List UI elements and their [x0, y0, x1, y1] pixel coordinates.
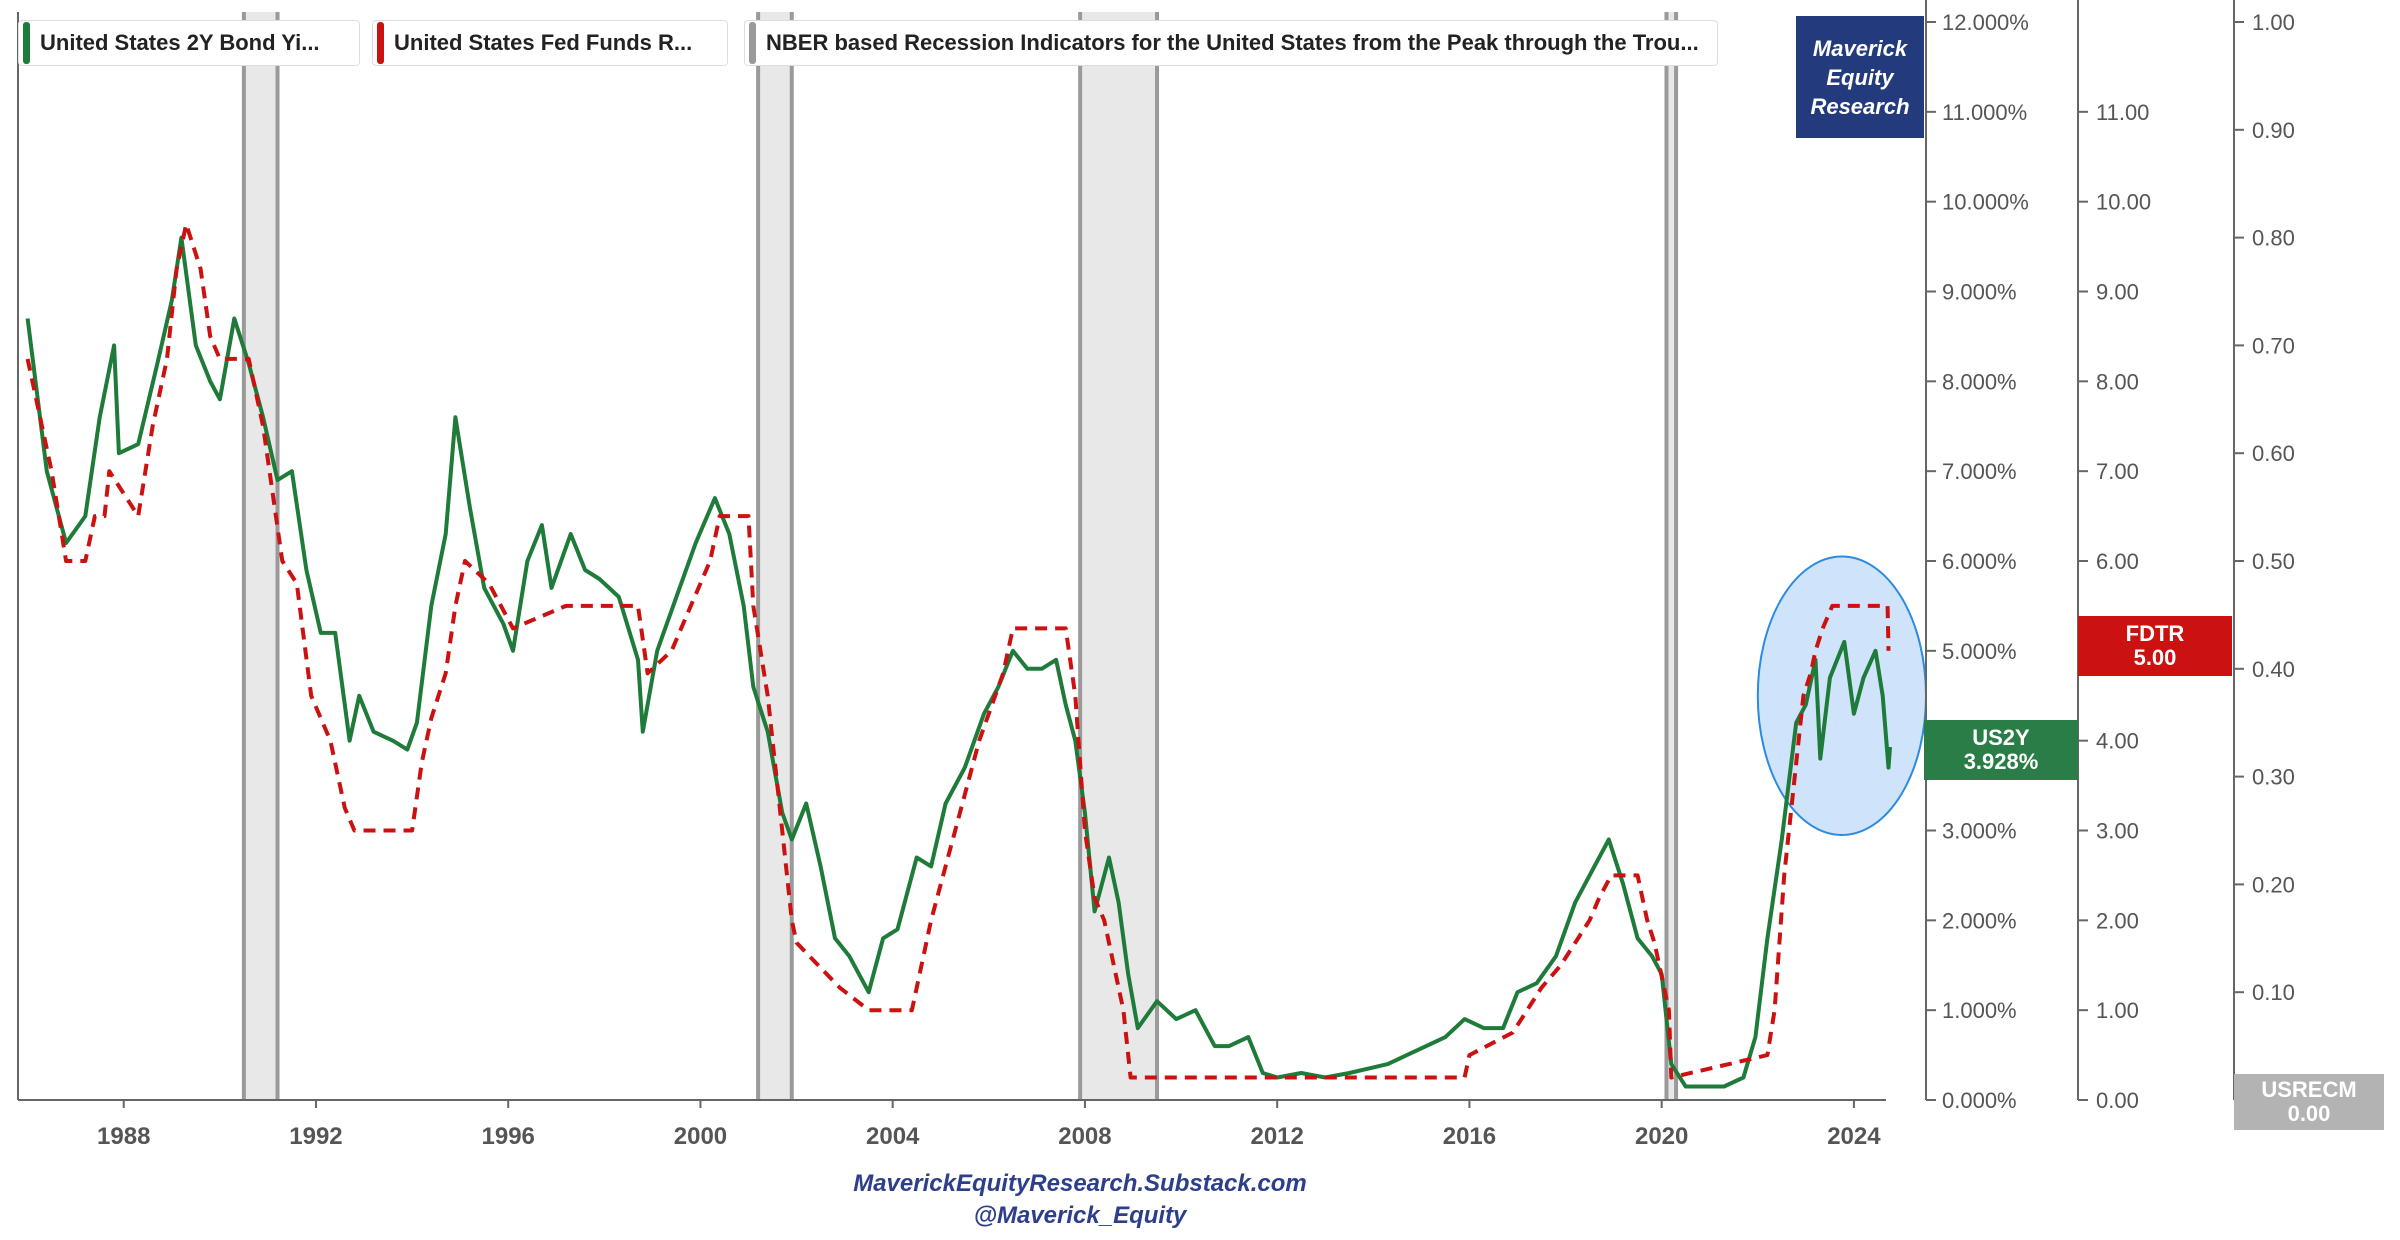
y-left-tick-label-2: 2.000% — [1942, 908, 2017, 933]
footer-handle: @Maverick_Equity — [973, 1202, 1187, 1229]
legend-swatch-recession — [749, 22, 756, 64]
brand-line-2: Equity — [1826, 64, 1894, 90]
x-tick-label-2004: 2004 — [866, 1123, 920, 1150]
x-tick-label-2024: 2024 — [1827, 1123, 1881, 1150]
y-left-tick-label-3: 3.000% — [1942, 819, 2017, 844]
x-tick-label-1996: 1996 — [482, 1123, 535, 1150]
us2y-yield-line — [25, 235, 1892, 1089]
y-right-tick-label-1: 0.10 — [2252, 980, 2295, 1005]
y-mid-tick-label-11: 11.00 — [2096, 100, 2149, 125]
legend-label-2y: United States 2Y Bond Yi... — [40, 30, 320, 55]
y-right-tick-label-7: 0.70 — [2252, 333, 2295, 358]
x-tick-label-2016: 2016 — [1443, 1123, 1496, 1150]
brand-line-1: Maverick — [1812, 35, 1908, 61]
footer-website: MaverickEquityResearch.Substack.com — [853, 1170, 1307, 1197]
x-tick-label-2000: 2000 — [674, 1123, 727, 1150]
us2y-tag-value: 3.928% — [1963, 749, 2039, 774]
y-right-tick-label-4: 0.40 — [2252, 657, 2295, 682]
recession-band-0 — [243, 12, 278, 1100]
y-mid-tick-label-9: 9.00 — [2096, 280, 2139, 305]
y-right-tick-label-8: 0.80 — [2252, 226, 2295, 251]
usrecm-value-tag: USRECM 0.00 — [2234, 1074, 2384, 1130]
recession-band-3 — [1666, 12, 1677, 1100]
brand-line-3: Research — [1810, 93, 1910, 119]
y-left-tick-label-5: 5.000% — [1942, 639, 2017, 664]
y-right-tick-label-3: 0.30 — [2252, 765, 2295, 790]
y-mid-tick-label-0: 0.00 — [2096, 1088, 2139, 1113]
y-left-tick-label-11: 11.000% — [1942, 100, 2027, 125]
legend-item-recession[interactable]: NBER based Recession Indicators for the … — [744, 20, 1718, 66]
x-tick-label-1992: 1992 — [289, 1123, 342, 1150]
y-right-tick-label-6: 0.60 — [2252, 441, 2295, 466]
y-mid-tick-label-3: 3.00 — [2096, 819, 2139, 844]
y-left-tick-label-1: 1.000% — [1942, 998, 2017, 1023]
usrecm-tag-name: USRECM — [2261, 1077, 2357, 1102]
y-mid-tick-label-6: 6.00 — [2096, 549, 2139, 574]
legend-swatch-fed-funds — [377, 22, 384, 64]
y-left-tick-label-8: 8.000% — [1942, 369, 2017, 394]
fdtr-tag-name: FDTR — [2125, 621, 2185, 646]
y-mid-tick-label-7: 7.00 — [2096, 459, 2139, 484]
legend-label-fed-funds: United States Fed Funds R... — [394, 30, 693, 55]
recession-band-2 — [1080, 12, 1158, 1100]
brand-logo: Maverick Equity Research — [1796, 16, 1924, 138]
fdtr-value-tag: FDTR 5.00 — [2078, 616, 2232, 676]
y-left-tick-label-0: 0.000% — [1942, 1088, 2017, 1113]
legend-item-fed-funds[interactable]: United States Fed Funds R... — [372, 20, 728, 66]
recession-bands — [241, 12, 1679, 1100]
axes: 1988 1992 1996 2000 2004 2008 2012 2016 2020 2024… — [17, 0, 2295, 1150]
x-tick-label-2008: 2008 — [1058, 1123, 1111, 1150]
us2y-tag-name: US2Y — [1972, 725, 2030, 750]
recession-band-1 — [758, 12, 792, 1100]
y-left-tick-label-7: 7.000% — [1942, 459, 2017, 484]
series-layer — [25, 222, 1892, 1089]
y-mid-tick-label-1: 1.00 — [2096, 998, 2139, 1023]
legend-item-2y-yield[interactable]: United States 2Y Bond Yi... — [18, 20, 360, 66]
fdtr-tag-value: 5.00 — [2133, 645, 2177, 670]
y-right-tick-label-5: 0.50 — [2252, 549, 2295, 574]
y-mid-tick-label-8: 8.00 — [2096, 369, 2139, 394]
y-mid-tick-label-4: 4.00 — [2096, 729, 2139, 754]
us2y-value-tag: US2Y 3.928% — [1924, 720, 2078, 780]
y-mid-tick-label-2: 2.00 — [2096, 908, 2139, 933]
x-tick-label-2020: 2020 — [1635, 1123, 1688, 1150]
y-mid-tick-label-10: 10.00 — [2096, 190, 2151, 215]
y-right-tick-label-2: 0.20 — [2252, 872, 2295, 897]
fed-funds-rate-line — [25, 222, 1891, 1080]
usrecm-tag-value: 0.00 — [2287, 1101, 2331, 1126]
x-tick-label-2012: 2012 — [1250, 1123, 1303, 1150]
legend-label-recession: NBER based Recession Indicators for the … — [766, 30, 1699, 55]
y-left-tick-label-6: 6.000% — [1942, 549, 2017, 574]
highlight-ellipse-layer — [1756, 555, 1927, 836]
legend-swatch-2y — [23, 22, 30, 64]
y-right-tick-label-9: 0.90 — [2252, 118, 2295, 143]
x-tick-label-1988: 1988 — [97, 1123, 150, 1150]
y-left-tick-label-12: 12.000% — [1942, 10, 2029, 35]
y-right-tick-label-10: 1.00 — [2252, 10, 2295, 35]
y-left-tick-label-9: 9.000% — [1942, 280, 2017, 305]
highlight-ellipse — [1756, 555, 1927, 836]
y-left-tick-label-10: 10.000% — [1942, 190, 2029, 215]
